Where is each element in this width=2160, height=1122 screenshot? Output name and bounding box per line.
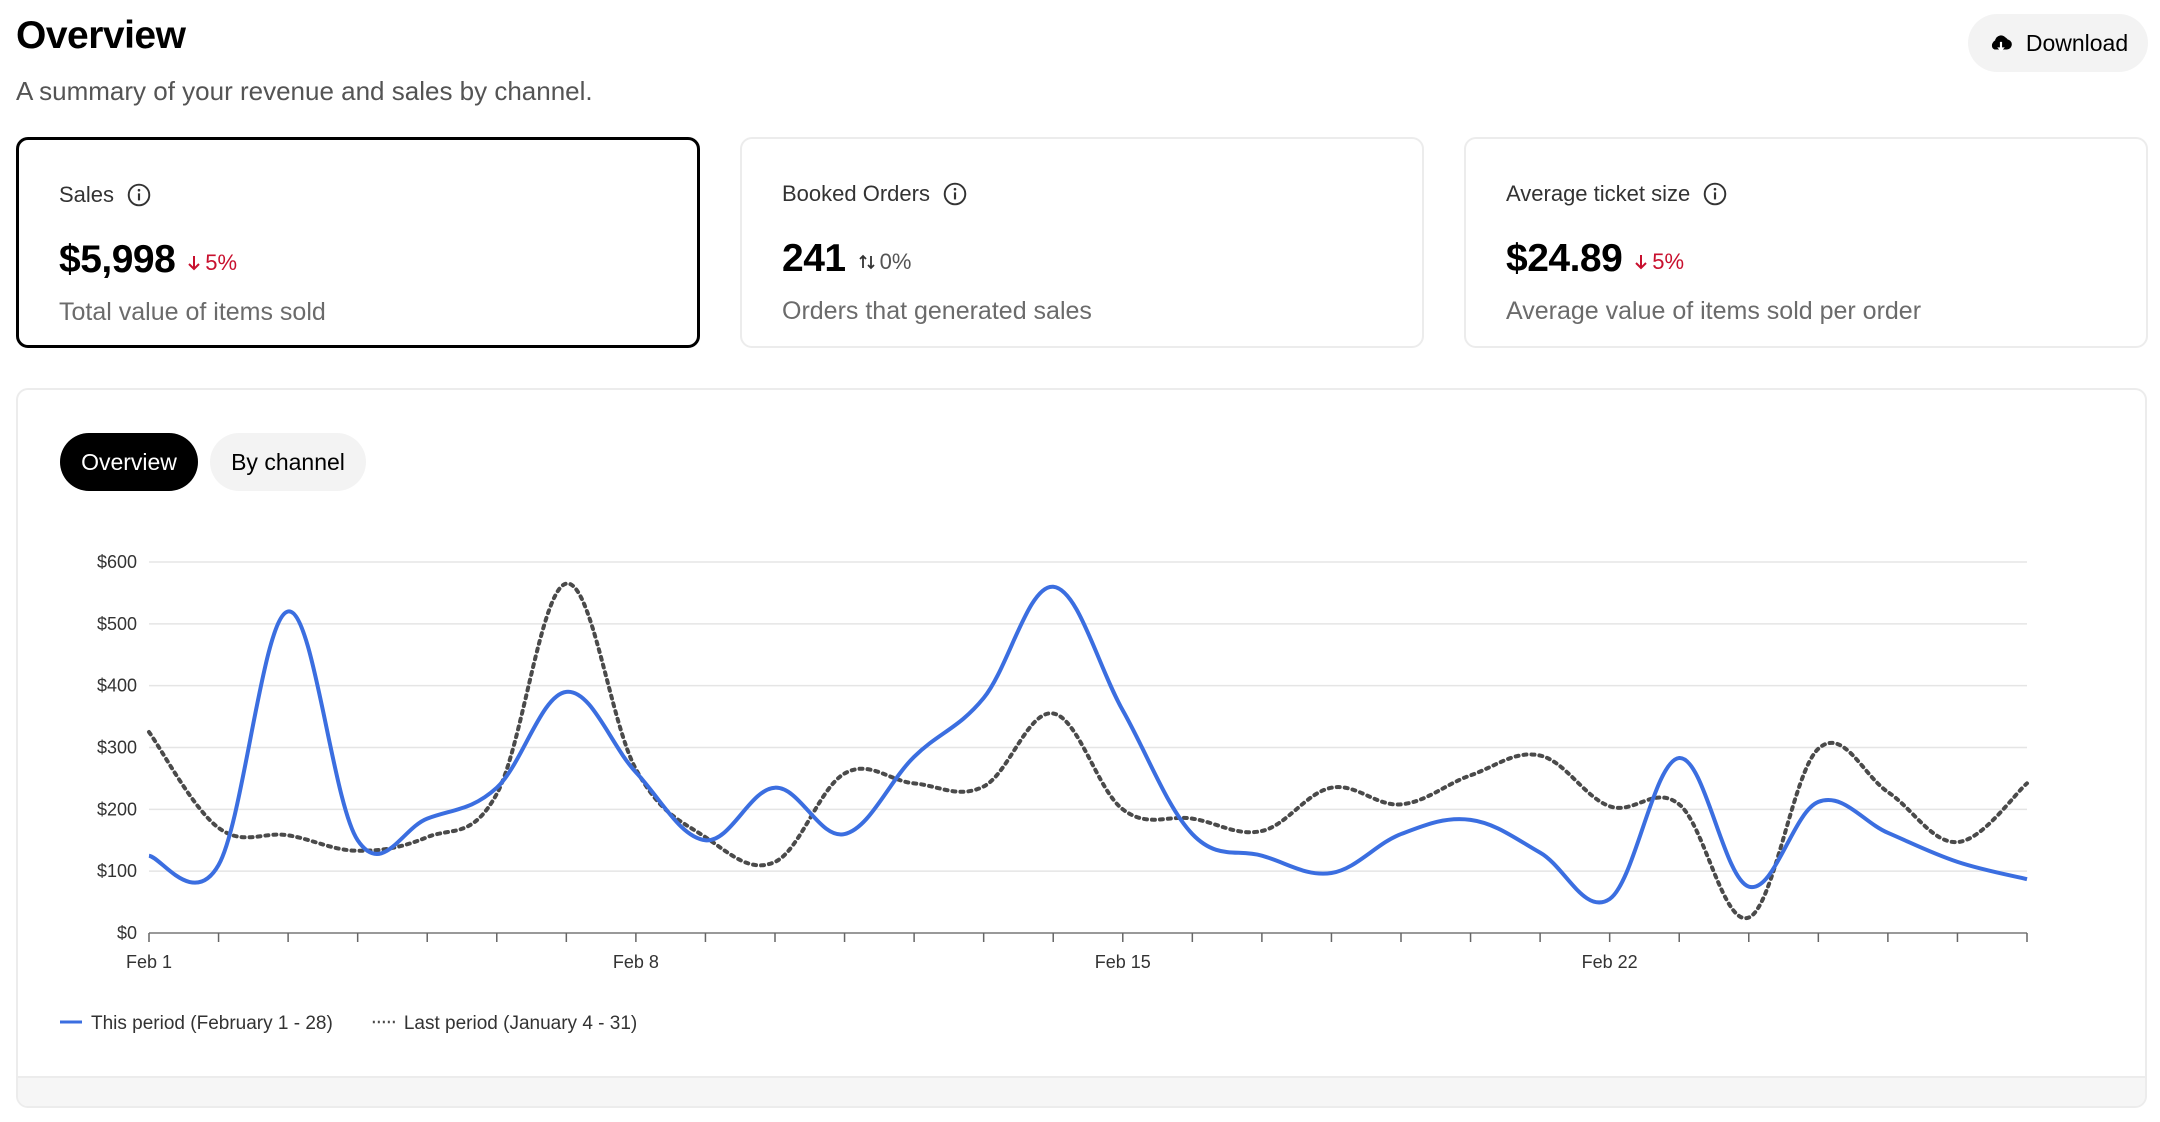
delta-badge: 5%: [1634, 249, 1684, 275]
delta-value: 0%: [879, 249, 912, 274]
card-title: Booked Orders: [782, 181, 930, 206]
legend-label: Last period (January 4 - 31): [404, 1013, 637, 1034]
tab-by-channel[interactable]: By channel: [210, 433, 366, 491]
info-icon[interactable]: [1702, 181, 1728, 207]
sales-line-chart: $0 $100 $200 $300 $400 $500 $600 Feb 1 Feb 8 Feb …: [60, 552, 2029, 1034]
info-icon[interactable]: [126, 182, 152, 208]
card-value: $24.89: [1506, 237, 1623, 280]
y-tick-label: $100: [97, 861, 137, 881]
x-tick-label: Feb 1: [126, 952, 172, 972]
delta-value: 5%: [1652, 249, 1685, 274]
y-tick-label: $600: [97, 552, 137, 572]
card-title: Sales: [59, 182, 115, 207]
arrow-down-icon: [188, 256, 201, 271]
card-description: Orders that generated sales: [782, 297, 1092, 325]
x-tick-label: Feb 22: [1582, 952, 1638, 972]
legend-label: This period (February 1 - 28): [91, 1013, 333, 1034]
y-tick-label: $400: [97, 676, 137, 696]
y-tick-label: $300: [97, 738, 137, 758]
download-button[interactable]: Download: [1968, 14, 2148, 72]
arrow-down-icon: [1635, 255, 1648, 270]
y-tick-label: $200: [97, 799, 137, 819]
delta-badge: 0%: [858, 249, 912, 275]
kpi-card-booked-orders[interactable]: Booked Orders 241 0% Orders that generat…: [740, 137, 1424, 348]
page-subtitle: A summary of your revenue and sales by c…: [16, 76, 593, 106]
card-description: Average value of items sold per order: [1506, 297, 1922, 325]
card-value: $5,998: [59, 238, 176, 281]
tab-overview[interactable]: Overview: [60, 433, 198, 491]
series-line-this-period: [148, 584, 2028, 905]
kpi-card-sales[interactable]: Sales $5,998 5% Total value of items sol…: [16, 137, 700, 348]
y-tick-label: $500: [97, 614, 137, 634]
y-tick-label: $0: [117, 923, 137, 943]
delta-value: 5%: [205, 250, 238, 275]
cloud-download-icon: [1991, 35, 2012, 52]
delta-badge: 5%: [187, 250, 237, 276]
info-icon[interactable]: [942, 181, 968, 207]
download-label: Download: [2025, 29, 2129, 56]
card-value: 241: [782, 237, 846, 280]
panel-footer: [18, 1076, 2145, 1106]
kpi-card-average-ticket[interactable]: Average ticket size $24.89 5% Average va…: [1464, 137, 2148, 348]
page-title: Overview: [16, 14, 186, 57]
swap-vertical-icon: [858, 254, 875, 270]
x-tick-label: Feb 8: [613, 952, 659, 972]
card-description: Total value of items sold: [59, 298, 326, 326]
chart-panel: Overview By channel $0 $100 $200 $300 $400 $5…: [16, 388, 2147, 1108]
series-line-last-period: [147, 581, 2029, 920]
card-title: Average ticket size: [1506, 181, 1691, 206]
x-tick-label: Feb 15: [1095, 952, 1151, 972]
